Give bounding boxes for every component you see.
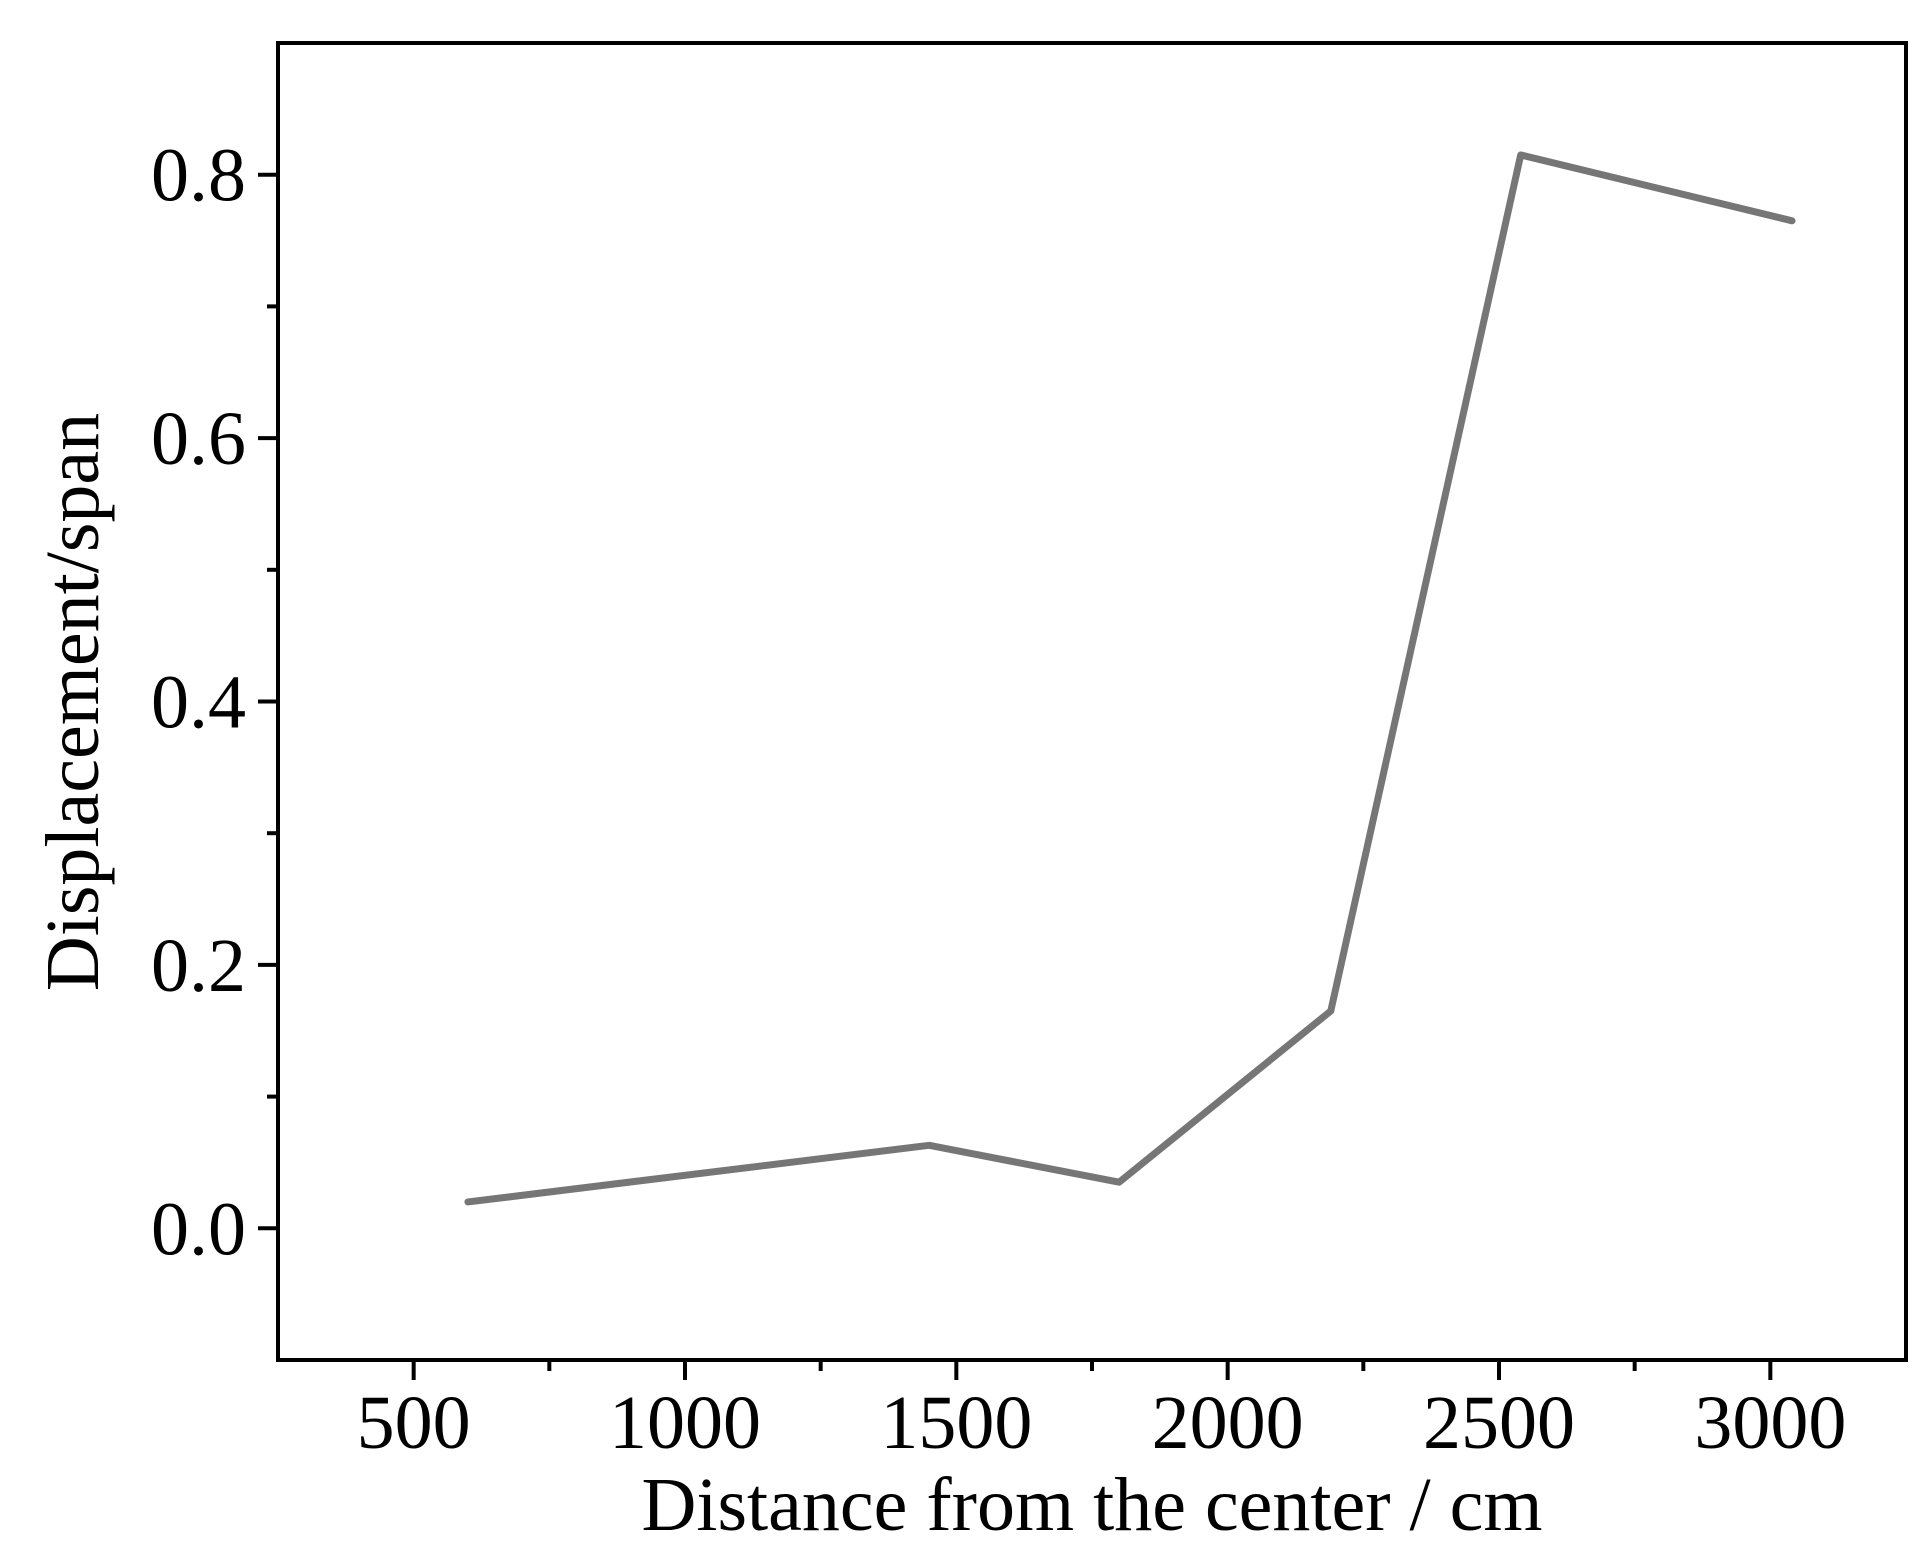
y-axis-title: Displacement/span bbox=[31, 413, 115, 991]
plot-frame bbox=[276, 41, 1908, 1362]
y-tick-label: 0.0 bbox=[151, 1187, 246, 1271]
x-tick-label: 1000 bbox=[609, 1381, 761, 1465]
x-tick-label: 2500 bbox=[1423, 1381, 1575, 1465]
x-tick-label: 2000 bbox=[1152, 1381, 1304, 1465]
y-tick-label: 0.4 bbox=[151, 661, 246, 745]
y-tick-label: 0.2 bbox=[151, 924, 246, 1008]
x-tick-label: 1500 bbox=[880, 1381, 1032, 1465]
y-tick-label: 0.8 bbox=[151, 134, 246, 218]
x-tick-label: 500 bbox=[357, 1381, 471, 1465]
x-axis-title: Distance from the center / cm bbox=[641, 1463, 1542, 1547]
y-tick-label: 0.6 bbox=[151, 397, 246, 481]
data-line bbox=[464, 151, 1796, 1206]
x-tick-label: 3000 bbox=[1694, 1381, 1846, 1465]
